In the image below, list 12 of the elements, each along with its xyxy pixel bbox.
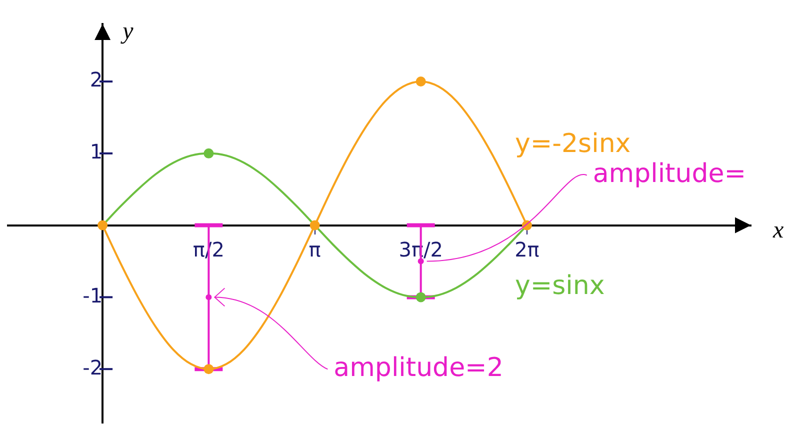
x-axis-title: x bbox=[772, 218, 784, 244]
y-tick-label: 1 bbox=[90, 140, 103, 164]
x-tick-label: π bbox=[308, 238, 321, 262]
y-tick-label: 2 bbox=[90, 68, 103, 92]
y-axis-title: y bbox=[120, 18, 134, 44]
y-tick-label: -1 bbox=[82, 283, 103, 308]
series-label: y=-2sinx bbox=[514, 129, 631, 160]
annotation: amplitude=2 bbox=[334, 352, 504, 383]
annotation: amplitude= bbox=[592, 158, 746, 189]
series-label: y=sinx bbox=[514, 271, 605, 302]
y-tick-label: -2 bbox=[82, 355, 103, 380]
x-tick-label: 2π bbox=[514, 238, 540, 262]
